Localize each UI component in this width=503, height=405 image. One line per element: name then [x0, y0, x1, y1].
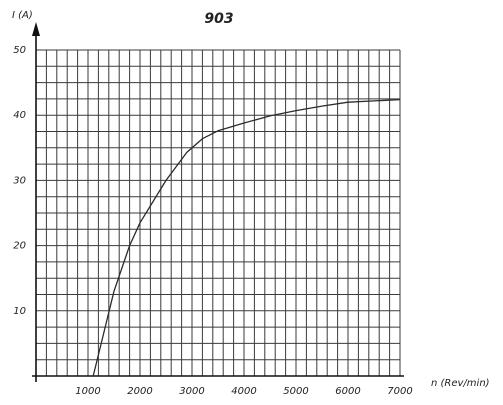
x-tick-label: 2000: [127, 386, 152, 397]
x-tick-label: 5000: [283, 386, 308, 397]
x-tick-label: 1000: [75, 386, 100, 397]
y-tick-label: 20: [13, 241, 26, 252]
y-tick-label: 30: [13, 175, 26, 186]
y-axis-label: I (A): [12, 10, 33, 21]
y-tick-label: 10: [13, 306, 26, 317]
axes: [32, 22, 404, 382]
y-axis-arrow: [32, 22, 40, 36]
y-tick-label: 50: [13, 45, 26, 56]
x-tick-label: 4000: [231, 386, 256, 397]
x-tick-label: 7000: [387, 386, 412, 397]
x-tick-label: 3000: [179, 386, 204, 397]
tick-labels: 10 20 30 40 50 1000 2000 3000 4000 5000 6000 7000: [13, 45, 412, 397]
x-tick-label: 6000: [335, 386, 360, 397]
chart-title: 903: [204, 11, 233, 27]
y-tick-label: 40: [13, 110, 26, 121]
series: [92, 98, 401, 377]
x-axis-label: n (Rev/min): [431, 378, 490, 389]
grid: [36, 49, 401, 376]
series-line: [92, 98, 401, 377]
